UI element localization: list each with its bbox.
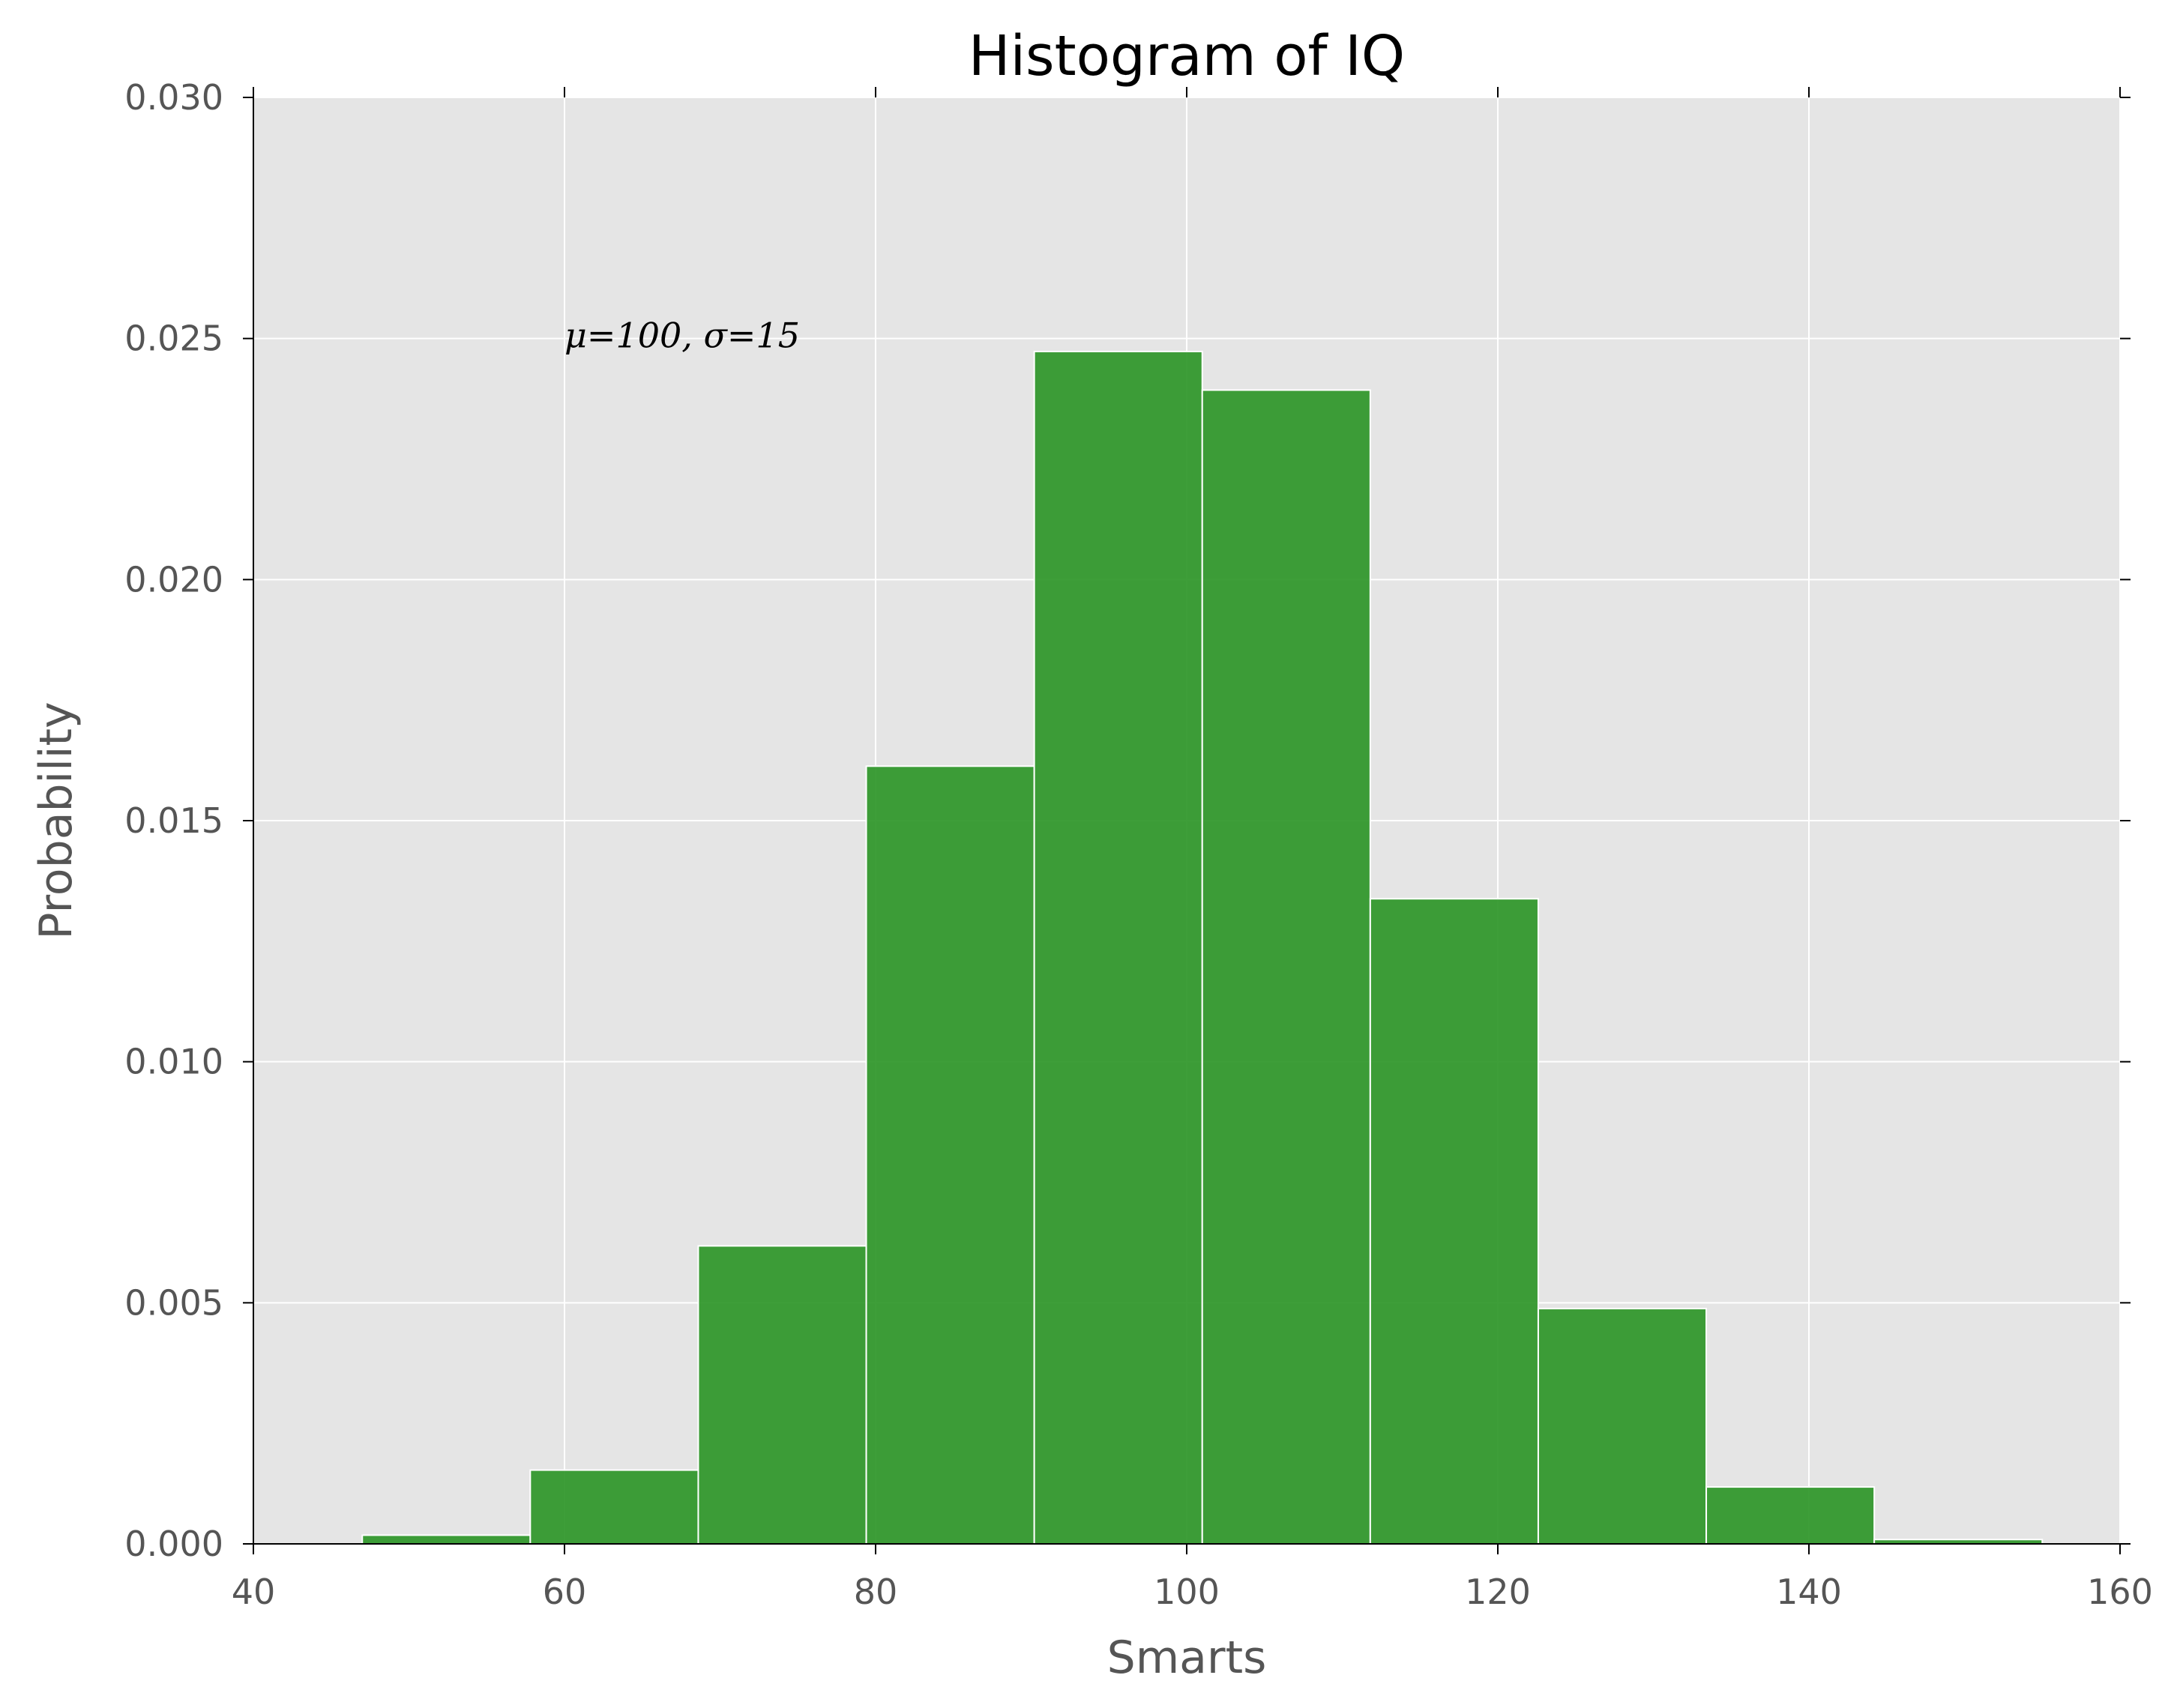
y-tick-label: 0.030: [124, 77, 223, 118]
x-tick-label: 160: [2087, 1572, 2153, 1612]
y-tick-label: 0.010: [124, 1042, 223, 1082]
x-axis-ticks: 40 60 80 100 120 140 160: [232, 87, 2153, 1612]
y-axis-ticks: 0.000 0.005 0.010 0.015 0.020 0.025 0.030: [124, 77, 2131, 1564]
histogram-bar: [865, 765, 1035, 1545]
x-tick-label: 100: [1154, 1572, 1220, 1612]
x-tick-label: 120: [1465, 1572, 1531, 1612]
histogram-bar: [1033, 351, 1203, 1545]
histogram-bar: [1201, 389, 1371, 1545]
x-tick-label: 80: [854, 1572, 898, 1612]
histogram-bar: [1369, 898, 1539, 1545]
histogram-bar: [1537, 1308, 1708, 1545]
distribution-annotation: μ=100, σ=15: [564, 316, 800, 356]
y-tick-label: 0.005: [124, 1282, 223, 1323]
x-tick-label: 60: [543, 1572, 587, 1612]
histogram-bar: [529, 1469, 699, 1545]
y-tick-label: 0.000: [124, 1524, 223, 1564]
y-tick-label: 0.020: [124, 559, 223, 600]
y-axis-label: Probability: [30, 701, 82, 939]
x-tick-label: 140: [1776, 1572, 1842, 1612]
histogram-bar: [697, 1245, 867, 1545]
histogram-bar: [1705, 1486, 1876, 1545]
x-tick-label: 40: [232, 1572, 276, 1612]
histogram-bars: [361, 351, 2044, 1545]
y-tick-label: 0.015: [124, 800, 223, 841]
histogram-bar: [361, 1534, 532, 1545]
chart-title: Histogram of IQ: [969, 24, 1405, 88]
x-axis-label: Smarts: [1107, 1632, 1267, 1684]
y-tick-label: 0.025: [124, 319, 223, 359]
